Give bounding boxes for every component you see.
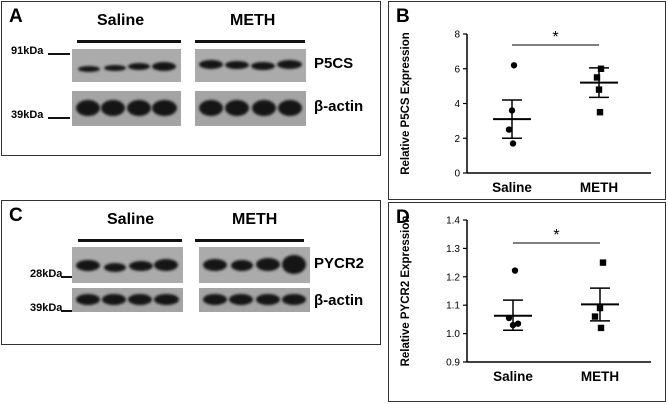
blot-actin-meth bbox=[195, 91, 306, 126]
panel-letter: C bbox=[9, 205, 23, 226]
y-tick-label: 1.4 bbox=[446, 216, 460, 227]
group-label-meth: METH bbox=[230, 12, 276, 29]
significance-marker: * bbox=[552, 29, 558, 46]
y-tick-label: 0 bbox=[454, 169, 460, 180]
blot-pycr2-meth bbox=[199, 247, 310, 283]
x-tick-label: METH bbox=[581, 369, 619, 384]
data-point bbox=[591, 313, 599, 320]
significance-marker: * bbox=[553, 227, 559, 244]
y-tick-label: 2 bbox=[454, 134, 460, 145]
group-bar-meth bbox=[195, 40, 305, 43]
mw-marker-tick bbox=[61, 276, 72, 278]
data-point bbox=[596, 304, 604, 312]
panel-letter: D bbox=[396, 207, 410, 228]
data-point bbox=[505, 314, 513, 322]
mw-marker-label: 28kDa bbox=[30, 268, 63, 280]
data-point bbox=[596, 108, 604, 116]
mw-marker-label: 91kDa bbox=[11, 45, 44, 57]
panel-b: B 0 2 4 6 8 Relative P5CS Expression Saline MET… bbox=[388, 1, 666, 200]
y-tick-label: 1.2 bbox=[446, 272, 460, 283]
y-axis-label: Relative PYCR2 Expression bbox=[400, 216, 412, 367]
data-point bbox=[509, 140, 517, 147]
protein-label-actin: β-actin bbox=[314, 292, 364, 309]
data-point bbox=[505, 126, 513, 133]
x-tick-label: Saline bbox=[493, 369, 533, 384]
mw-marker-tick bbox=[48, 117, 70, 119]
y-tick-label: 1.1 bbox=[446, 301, 460, 312]
group-label-saline: Saline bbox=[97, 12, 145, 29]
y-axis-label: Relative P5CS Expression bbox=[400, 32, 412, 175]
mw-marker-tick bbox=[48, 53, 70, 55]
group-bar-saline bbox=[77, 40, 181, 43]
group-label-meth: METH bbox=[232, 211, 278, 228]
mw-marker-tick bbox=[61, 310, 72, 312]
mw-marker-label: 39kDa bbox=[30, 302, 63, 314]
data-point bbox=[599, 259, 607, 266]
y-tick-label: 8 bbox=[454, 30, 460, 41]
data-point bbox=[595, 86, 603, 93]
y-tick-label: 1.0 bbox=[446, 329, 460, 340]
data-point bbox=[510, 62, 518, 69]
group-label-saline: Saline bbox=[107, 211, 155, 228]
blot-p5cs-saline bbox=[72, 49, 181, 82]
y-tick-label: 1.3 bbox=[446, 244, 460, 255]
y-tick-label: 6 bbox=[454, 64, 460, 75]
data-point bbox=[511, 267, 519, 274]
blot-actin-meth bbox=[199, 288, 310, 312]
blot-p5cs-meth bbox=[195, 49, 306, 82]
group-bar-meth bbox=[195, 239, 304, 242]
protein-label-actin: β-actin bbox=[314, 98, 364, 115]
data-point bbox=[509, 321, 517, 329]
blot-actin-saline bbox=[72, 91, 181, 126]
data-point bbox=[508, 107, 516, 114]
protein-label-p5cs: P5CS bbox=[314, 55, 354, 72]
x-tick-label: Saline bbox=[492, 180, 532, 195]
data-point bbox=[597, 324, 605, 332]
data-point bbox=[593, 74, 601, 81]
scatter-chart-p5cs: 0 2 4 6 8 Relative P5CS Expression Saline METH * bbox=[400, 29, 651, 195]
blot-actin-saline bbox=[72, 288, 183, 312]
y-tick-label: 4 bbox=[454, 99, 460, 110]
data-point bbox=[514, 320, 522, 327]
protein-label-pycr2: PYCR2 bbox=[314, 255, 365, 272]
panel-c: C Saline METH 28kDa 39kDa PYCR2 β-actin bbox=[1, 200, 381, 345]
panel-d: D 0.9 1.0 1.1 1.2 1.3 1.4 Relative PYCR2 Expre… bbox=[388, 202, 666, 402]
panel-a: A Saline METH 91kDa 39kDa P5CS β-actin bbox=[1, 1, 381, 156]
panel-letter: B bbox=[396, 6, 410, 27]
mw-marker-label: 39kDa bbox=[11, 109, 44, 121]
panel-letter: A bbox=[9, 6, 23, 27]
blot-pycr2-saline bbox=[72, 247, 183, 283]
y-tick-label: 0.9 bbox=[446, 358, 460, 369]
data-point bbox=[597, 65, 605, 72]
group-bar-saline bbox=[78, 239, 182, 242]
scatter-chart-pycr2: 0.9 1.0 1.1 1.2 1.3 1.4 Relative PYCR2 Express… bbox=[400, 216, 651, 384]
x-tick-label: METH bbox=[580, 180, 618, 195]
